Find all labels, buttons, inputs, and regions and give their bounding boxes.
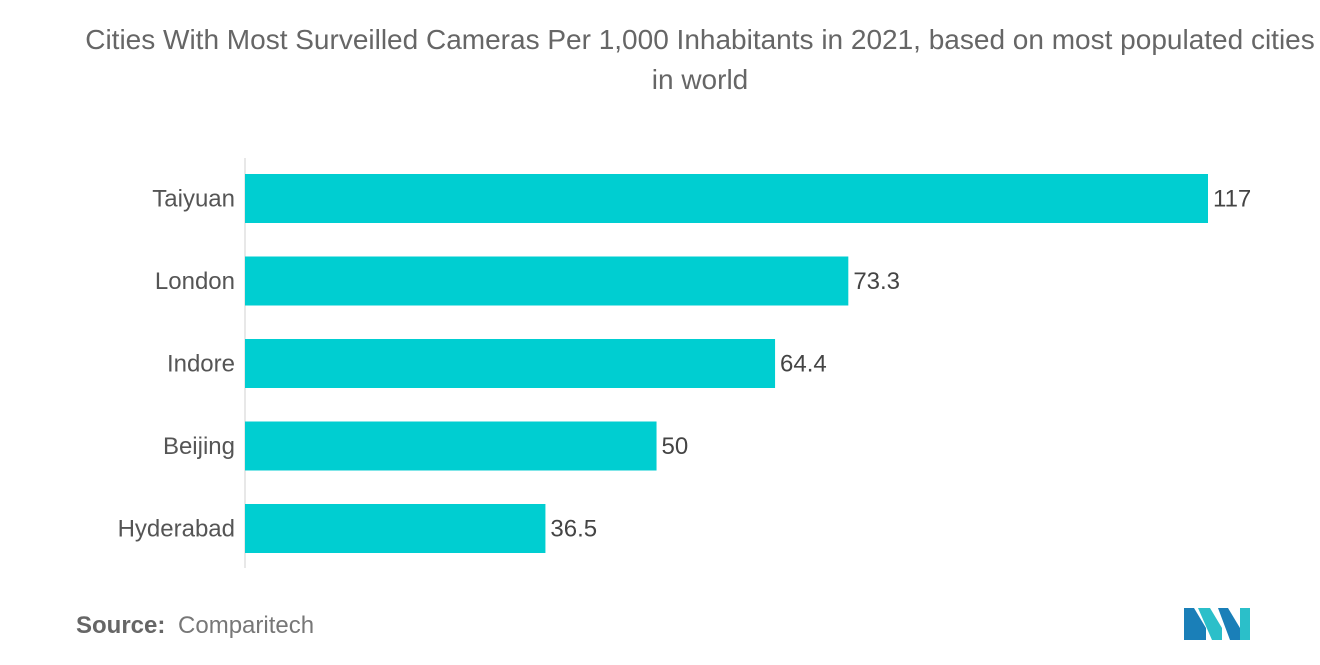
value-label: 36.5 [550, 516, 597, 543]
category-label: Indore [167, 351, 235, 378]
category-label: Taiyuan [152, 186, 235, 213]
bar-chart: Taiyuan 117 London 73.3 Indore 64.4 Beijing 50 H… [118, 158, 1251, 568]
bar-hyderabad [245, 504, 546, 553]
bar-london [245, 256, 849, 306]
category-label: Hyderabad [118, 516, 235, 543]
category-label: Beijing [163, 433, 235, 460]
value-label: 50 [662, 433, 689, 460]
bar-beijing [245, 421, 657, 471]
bars-group: Taiyuan 117 London 73.3 Indore 64.4 Beijing 50 H… [118, 174, 1251, 553]
category-label: London [155, 268, 235, 295]
mordor-intelligence-logo-icon [1184, 608, 1250, 640]
value-label: 64.4 [780, 351, 827, 378]
bar-indore [245, 339, 776, 388]
source-label: Source: [76, 612, 166, 639]
chart-title: Cities With Most Surveilled Cameras Per … [85, 24, 1315, 95]
value-label: 73.3 [853, 268, 900, 295]
bar-taiyuan [245, 174, 1208, 223]
source-note: Source: Comparitech [76, 612, 314, 640]
value-label: 117 [1213, 186, 1251, 213]
source-value: Comparitech [178, 612, 315, 639]
